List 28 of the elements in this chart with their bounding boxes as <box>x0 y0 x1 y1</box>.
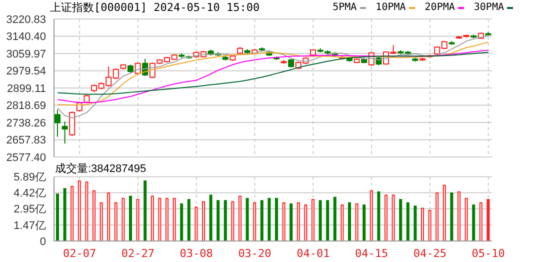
legend-label: 5PMA <box>332 2 357 13</box>
x-tick-label: 04-25 <box>413 246 447 260</box>
y-tick-label: 2818.69 <box>6 100 46 112</box>
y-tick-label: 3220.83 <box>6 14 46 26</box>
y-tick-label: 4.42亿 <box>14 188 46 200</box>
y-tick-label: 2979.54 <box>6 66 46 78</box>
x-tick-label: 03-08 <box>180 246 213 260</box>
y-tick-label: 3140.40 <box>6 31 46 44</box>
x-tick-label: 02-27 <box>121 246 155 260</box>
x-tick-label: 04-15 <box>354 246 388 260</box>
y-tick-label: 0 <box>40 236 46 248</box>
chart-title: 上证指数[000001] 2024-05-10 15:00 <box>50 0 260 15</box>
y-tick-label: 3059.97 <box>6 48 46 60</box>
x-tick-label: 03-20 <box>238 246 272 260</box>
legend-label: 30PMA <box>474 2 504 13</box>
y-tick-label: 2.95亿 <box>14 204 46 216</box>
y-tick-label: 5.89亿 <box>14 172 46 184</box>
x-tick-label: 05-10 <box>472 246 505 260</box>
x-tick-label: 04-01 <box>296 246 330 260</box>
text: 成交量:384287495 <box>55 162 146 176</box>
y-tick-label: 2657.83 <box>6 134 46 147</box>
y-tick-label: 1.47亿 <box>14 220 46 232</box>
x-tick-label: 02-07 <box>62 246 96 260</box>
legend-label: 10PMA <box>376 2 406 13</box>
y-tick-label: 2899.11 <box>7 82 46 95</box>
legend-label: 20PMA <box>424 2 455 13</box>
y-tick-label: 2577.40 <box>6 152 46 164</box>
y-tick-label: 2738.26 <box>6 117 46 130</box>
